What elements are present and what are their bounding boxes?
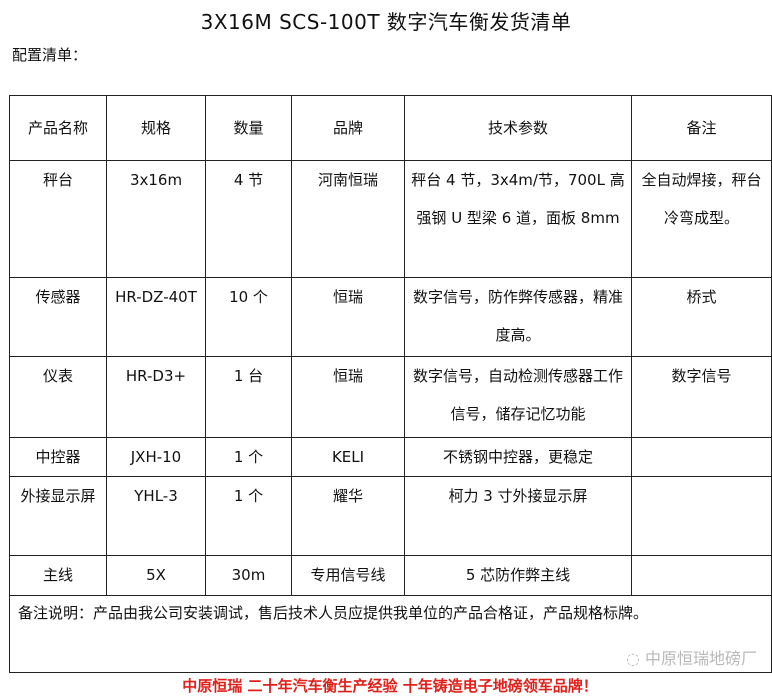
cell: KELI [291, 437, 405, 477]
cell: 主线 [9, 555, 107, 596]
cell: 秤台 [9, 160, 107, 278]
slogan: 中原恒瑞 二十年汽车衡生产经验 十年铸造电子地磅领军品牌！ [182, 677, 598, 695]
cell: 恒瑞 [291, 277, 405, 357]
cell [631, 476, 772, 556]
cell [631, 555, 772, 596]
header-cell: 技术参数 [404, 95, 632, 161]
table-row: 外接显示屏 YHL-3 1 个耀华 柯力 3 寸外接显示屏 [9, 476, 772, 556]
table-row: 秤台 3x16m 4 节河南恒瑞 秤台 4 节，3x4m/节，700L 高强钢 U 型… [9, 160, 772, 278]
watermark: ◌ 中原恒瑞地磅厂 [626, 649, 757, 669]
cell: 外接显示屏 [9, 476, 107, 556]
cell: 河南恒瑞 [291, 160, 405, 278]
cell: 耀华 [291, 476, 405, 556]
cell: 1 个 [205, 437, 292, 477]
header-cell: 品牌 [291, 95, 405, 161]
cell: 中控器 [9, 437, 107, 477]
document-title: 3X16M SCS-100T 数字汽车衡发货清单 [200, 10, 572, 34]
cell: 秤台 4 节，3x4m/节，700L 高强钢 U 型梁 6 道，面板 8mm [404, 160, 632, 278]
cell: 恒瑞 [291, 356, 405, 438]
cell: 1 个 [205, 476, 292, 556]
note-cell: 备注说明：产品由我公司安装调试，售后技术人员应提供我单位的产品合格证，产品规格标… [9, 595, 772, 673]
cell: JXH-10 [106, 437, 206, 477]
cell: 专用信号线 [291, 555, 405, 596]
cell: 桥式 [631, 277, 772, 357]
config-list-label: 配置清单： [12, 46, 88, 64]
watermark-text: 中原恒瑞地磅厂 [644, 649, 757, 668]
cell: 10 个 [205, 277, 292, 357]
cell: 柯力 3 寸外接显示屏 [404, 476, 632, 556]
table-row: 主线 5X 30m 专用信号线 5 芯防作弊主线 [9, 555, 772, 596]
shipping-list-table: 产品名称 规格 数量 品牌 技术参数 备注 秤台 3x16m 4 节河南恒瑞 秤台 4… [9, 95, 772, 673]
cell [631, 437, 772, 477]
header-cell: 数量 [205, 95, 292, 161]
table-row: 仪表 HR-D3+ 1 台恒瑞 数字信号，自动检测传感器工作信号，储存记忆功能 数字信号 [9, 356, 772, 438]
cell: 仪表 [9, 356, 107, 438]
cell: HR-DZ-40T [106, 277, 206, 357]
cell: 数字信号 [631, 356, 772, 438]
header-cell: 产品名称 [9, 95, 107, 161]
cell: 30m [205, 555, 292, 596]
cell: 全自动焊接，秤台冷弯成型。 [631, 160, 772, 278]
cell: YHL-3 [106, 476, 206, 556]
header-cell: 备注 [631, 95, 772, 161]
cell: 1 台 [205, 356, 292, 438]
cell: 3x16m [106, 160, 206, 278]
cell: 5X [106, 555, 206, 596]
cell: 数字信号，防作弊传感器，精准度高。 [404, 277, 632, 357]
document-body: 产品名称 规格 数量 品牌 技术参数 备注 秤台 3x16m 4 节河南恒瑞 秤台 4… [9, 95, 772, 697]
table-row: 中控器 JXH-10 1 个 KELI 不锈钢中控器，更稳定 [9, 437, 772, 477]
cell: 5 芯防作弊主线 [404, 555, 632, 596]
note-box: 备注说明：产品由我公司安装调试，售后技术人员应提供我单位的产品合格证，产品规格标… [10, 596, 771, 672]
cell: 传感器 [9, 277, 107, 357]
wechat-icon: ◌ [625, 649, 645, 668]
cell: 不锈钢中控器，更稳定 [404, 437, 632, 477]
cell: HR-D3+ [106, 356, 206, 438]
table-row: 传感器 HR-DZ-40T 10 个恒瑞 数字信号，防作弊传感器，精准度高。 桥式 [9, 277, 772, 357]
cell: 数字信号，自动检测传感器工作信号，储存记忆功能 [404, 356, 632, 438]
table-header-row: 产品名称 规格 数量 品牌 技术参数 备注 [9, 95, 772, 161]
cell: 4 节 [205, 160, 292, 278]
note-text: 备注说明：产品由我公司安装调试，售后技术人员应提供我单位的产品合格证，产品规格标… [18, 604, 649, 622]
header-cell: 规格 [106, 95, 206, 161]
note-row: 备注说明：产品由我公司安装调试，售后技术人员应提供我单位的产品合格证，产品规格标… [9, 595, 772, 673]
